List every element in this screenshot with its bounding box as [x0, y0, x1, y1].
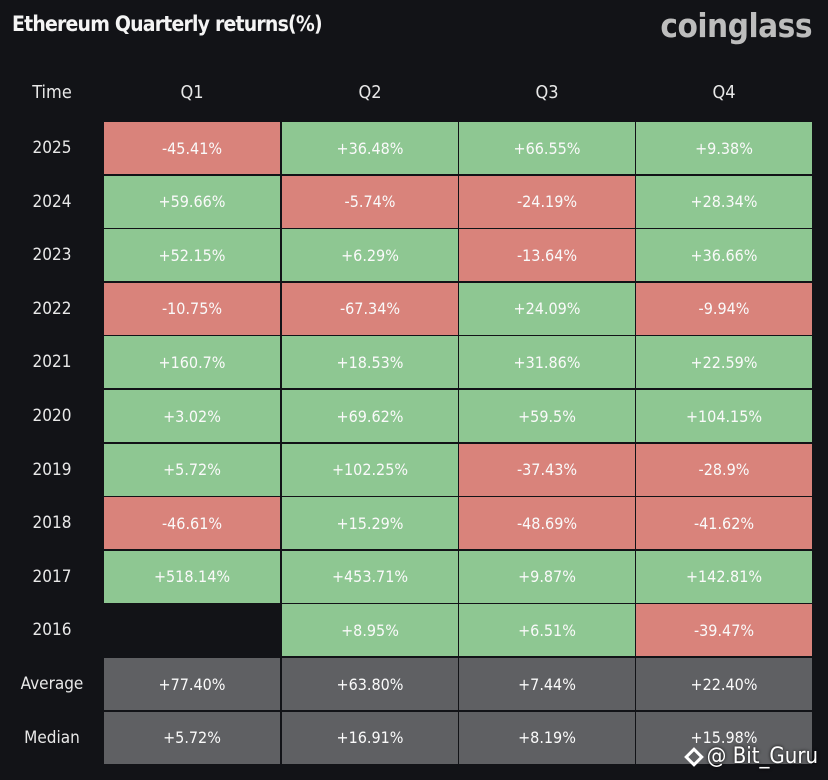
- table-cell: -45.41%: [104, 122, 280, 174]
- table-cell: +52.15%: [104, 229, 280, 282]
- row-label: 2025: [32, 138, 72, 158]
- table-cell: -9.94%: [636, 282, 812, 335]
- table-cell: +36.66%: [636, 229, 812, 282]
- row-label: 2020: [32, 406, 72, 426]
- table-cell: +24.09%: [459, 282, 635, 335]
- table-cell: +77.40%: [104, 658, 280, 710]
- watermark-text: @ Bit_Guru: [706, 744, 818, 769]
- header-q3: Q3: [535, 82, 559, 103]
- table-cell: +6.51%: [459, 604, 635, 657]
- chart-title: Ethereum Quarterly returns(%): [12, 12, 323, 36]
- row-label: 2021: [32, 352, 72, 373]
- table-cell: +142.81%: [636, 550, 812, 603]
- row-label: Median: [24, 727, 80, 748]
- table-cell: +104.15%: [636, 390, 812, 442]
- table-cell: +15.98%: [636, 711, 812, 764]
- table-cell: +8.95%: [282, 604, 458, 657]
- brand-logo: coinglass: [660, 6, 812, 45]
- table-cell: -41.62%: [636, 497, 812, 550]
- table-cell: +66.55%: [459, 122, 635, 174]
- table-cell: -10.75%: [104, 282, 280, 335]
- table-cell: -39.47%: [636, 604, 812, 657]
- table-cell: +5.72%: [104, 443, 280, 496]
- table-cell: +16.91%: [282, 711, 458, 764]
- table-cell: +18.53%: [282, 336, 458, 389]
- row-label: 2018: [32, 513, 72, 534]
- header-q1: Q1: [180, 82, 204, 103]
- header-q4: Q4: [712, 82, 736, 103]
- row-label: 2024: [32, 191, 72, 212]
- table-cell: +22.40%: [636, 658, 812, 710]
- table-cell: +7.44%: [459, 658, 635, 710]
- table-cell: -5.74%: [282, 175, 458, 228]
- table-cell: +69.62%: [282, 390, 458, 442]
- table-cell: +36.48%: [282, 122, 458, 174]
- table-cell: +453.71%: [282, 550, 458, 603]
- table-cell: +59.5%: [459, 390, 635, 442]
- row-label: 2017: [32, 566, 72, 587]
- row-label: 2023: [32, 245, 72, 266]
- table-cell: +31.86%: [459, 336, 635, 389]
- table-cell: +9.38%: [636, 122, 812, 174]
- table-cell: +9.87%: [459, 550, 635, 603]
- table-cell: +160.7%: [104, 336, 280, 389]
- table-cell: +15.29%: [282, 497, 458, 550]
- table-cell: +3.02%: [104, 390, 280, 442]
- table-cell: +22.59%: [636, 336, 812, 389]
- table-cell: -13.64%: [459, 229, 635, 282]
- table-cell: +8.19%: [459, 711, 635, 764]
- table-cell: -67.34%: [282, 282, 458, 335]
- row-label: 2019: [32, 459, 72, 480]
- table-cell: +28.34%: [636, 175, 812, 228]
- header-time: Time: [32, 82, 72, 103]
- table-cell: +102.25%: [282, 443, 458, 496]
- table-cell: +63.80%: [282, 658, 458, 710]
- table-cell: -37.43%: [459, 443, 635, 496]
- watermark: @ Bit_Guru: [683, 744, 818, 769]
- row-label: Average: [20, 674, 84, 694]
- header-q2: Q2: [358, 82, 382, 103]
- binance-icon: [683, 746, 704, 767]
- table-cell: +518.14%: [104, 550, 280, 603]
- table-cell: +59.66%: [104, 175, 280, 228]
- table-cell: +5.72%: [104, 711, 280, 764]
- table-cell: -46.61%: [104, 497, 280, 550]
- table-cell: +6.29%: [282, 229, 458, 282]
- row-label: 2022: [32, 298, 72, 319]
- row-label: 2016: [32, 620, 72, 641]
- table-cell: -48.69%: [459, 497, 635, 550]
- table-cell: -28.9%: [636, 443, 812, 496]
- table-cell: -24.19%: [459, 175, 635, 228]
